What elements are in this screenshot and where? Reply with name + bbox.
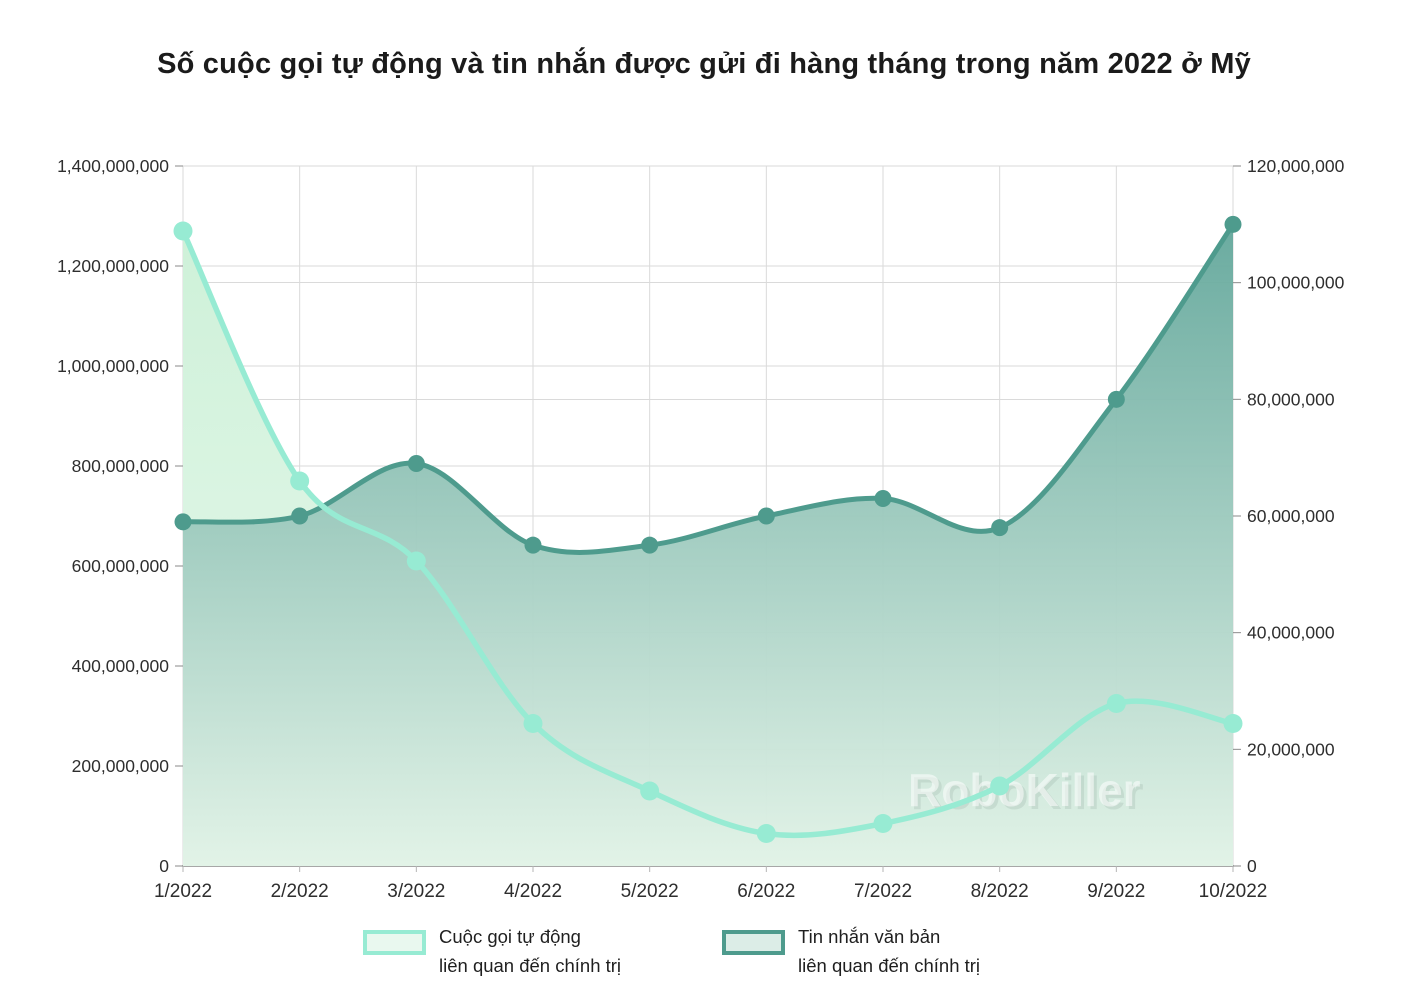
svg-text:600,000,000: 600,000,000 [72,556,170,576]
line-texts [180,221,1236,555]
line-robocalls [180,228,1236,839]
area-texts [183,224,1233,867]
svg-text:RoboKiller: RoboKiller [911,767,1144,819]
chart-title: Số cuộc gọi tự động và tin nhắn được gửi… [157,48,1251,80]
right-axis-labels: 0 20,000,000 40,000,000 60,000,000 80,000,00… [1247,156,1345,876]
svg-text:6/2022: 6/2022 [737,881,795,902]
svg-text:0: 0 [159,856,169,876]
svg-text:40,000,000: 40,000,000 [1247,623,1335,643]
svg-text:20,000,000: 20,000,000 [1247,739,1335,759]
svg-text:120,000,000: 120,000,000 [1247,156,1345,176]
svg-text:200,000,000: 200,000,000 [72,756,170,776]
svg-text:400,000,000: 400,000,000 [72,656,170,676]
svg-text:1/2022: 1/2022 [154,881,212,902]
svg-text:800,000,000: 800,000,000 [72,456,170,476]
svg-text:80,000,000: 80,000,000 [1247,389,1335,409]
svg-text:4/2022: 4/2022 [504,881,562,902]
svg-text:3/2022: 3/2022 [387,881,445,902]
svg-text:60,000,000: 60,000,000 [1247,506,1335,526]
markers-robocalls [173,221,1243,843]
svg-text:1,400,000,000: 1,400,000,000 [57,156,169,176]
svg-text:8/2022: 8/2022 [971,881,1029,902]
svg-text:100,000,000: 100,000,000 [1247,273,1345,293]
markers-texts [174,215,1242,554]
x-axis-labels: 1/2022 2/2022 3/2022 4/2022 5/2022 6/2022 7/20… [154,881,1267,902]
svg-text:10/2022: 10/2022 [1199,881,1268,902]
svg-text:0: 0 [1247,856,1257,876]
svg-text:1,200,000,000: 1,200,000,000 [57,256,169,276]
left-axis-labels: 0 200,000,000 400,000,000 600,000,000 800,00… [57,156,169,876]
svg-text:9/2022: 9/2022 [1087,881,1145,902]
svg-text:7/2022: 7/2022 [854,881,912,902]
svg-text:5/2022: 5/2022 [621,881,679,902]
svg-text:1,000,000,000: 1,000,000,000 [57,356,169,376]
svg-text:2/2022: 2/2022 [271,881,329,902]
